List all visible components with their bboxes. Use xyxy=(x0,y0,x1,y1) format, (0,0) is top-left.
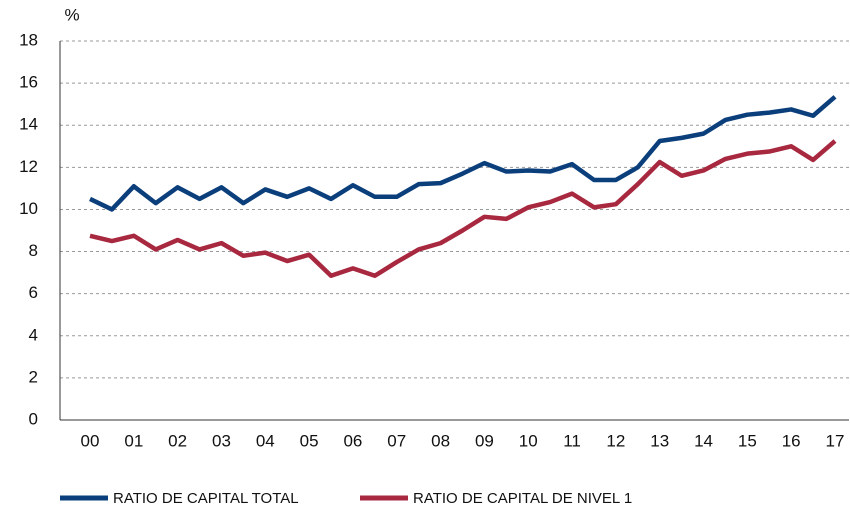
legend-label: RATIO DE CAPITAL DE NIVEL 1 xyxy=(413,490,632,507)
x-tick-label: 00 xyxy=(81,431,100,450)
x-tick-label: 17 xyxy=(826,431,845,450)
y-tick-label: 2 xyxy=(29,367,38,386)
x-tick-label: 15 xyxy=(738,431,757,450)
line-series xyxy=(89,139,837,279)
y-tick-label: 18 xyxy=(19,30,38,49)
x-tick-label: 06 xyxy=(343,431,362,450)
x-tick-label: 16 xyxy=(782,431,801,450)
y-tick-label: 8 xyxy=(29,241,38,260)
x-tick-label: 02 xyxy=(168,431,187,450)
x-tick-label: 12 xyxy=(606,431,625,450)
x-tick-label: 01 xyxy=(124,431,143,450)
x-tick-label: 13 xyxy=(650,431,669,450)
y-axis-label: % xyxy=(64,5,79,24)
x-tick-label: 08 xyxy=(431,431,450,450)
x-tick-label: 07 xyxy=(387,431,406,450)
x-tick-label: 03 xyxy=(212,431,231,450)
y-tick-label: 0 xyxy=(29,409,38,428)
y-tick-label: 16 xyxy=(19,73,38,92)
legend-label: RATIO DE CAPITAL TOTAL xyxy=(113,490,299,507)
x-tick-label: 10 xyxy=(519,431,538,450)
y-tick-label: 6 xyxy=(29,283,38,302)
x-tick-label: 14 xyxy=(694,431,713,450)
y-tick-label: 10 xyxy=(19,199,38,218)
x-tick-label: 04 xyxy=(256,431,275,450)
line-series xyxy=(89,95,837,212)
y-tick-label: 14 xyxy=(19,115,38,134)
y-tick-label: 4 xyxy=(29,325,38,344)
y-tick-label: 12 xyxy=(19,157,38,176)
x-tick-label: 05 xyxy=(300,431,319,450)
x-tick-label: 11 xyxy=(563,431,581,450)
x-tick-label: 09 xyxy=(475,431,494,450)
